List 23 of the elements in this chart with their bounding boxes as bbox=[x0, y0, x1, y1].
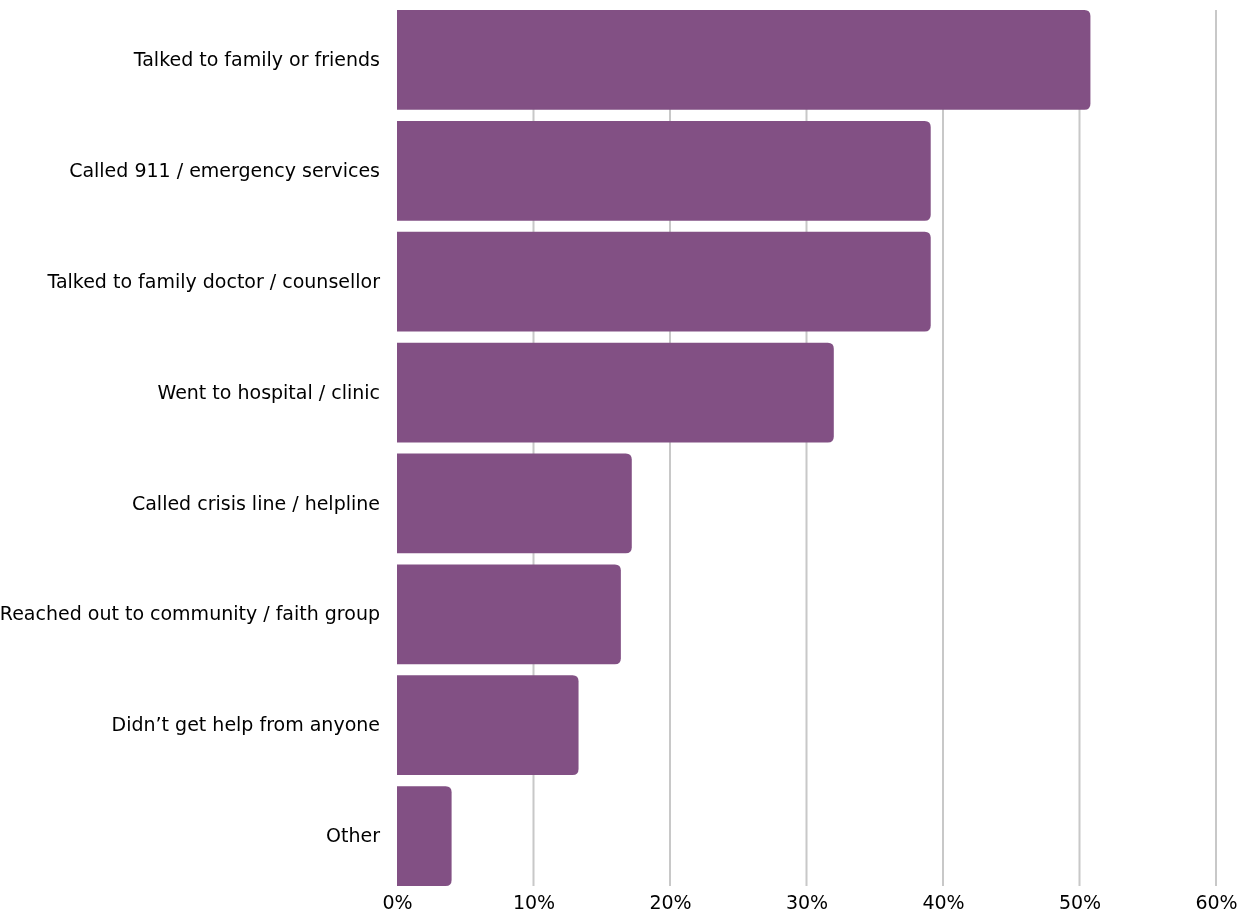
x-tick-label: 20% bbox=[649, 891, 692, 914]
x-tick-label: 60% bbox=[1195, 891, 1238, 914]
x-tick-label: 10% bbox=[512, 891, 556, 914]
bar bbox=[397, 564, 621, 665]
y-tick-label: Other bbox=[326, 824, 381, 847]
y-tick-label: Went to hospital / clinic bbox=[157, 380, 380, 403]
bar bbox=[397, 342, 834, 443]
bar bbox=[397, 786, 452, 886]
x-tick-label: 0% bbox=[382, 891, 413, 914]
y-tick-label: Didn’t get help from anyone bbox=[111, 713, 380, 736]
y-tick-label: Called 911 / emergency services bbox=[69, 158, 380, 181]
x-tick-label: 50% bbox=[1058, 891, 1102, 914]
x-tick-label: 40% bbox=[922, 891, 965, 914]
y-tick-label: Talked to family doctor / counsellor bbox=[46, 269, 381, 292]
y-tick-label: Talked to family or friends bbox=[132, 47, 380, 70]
y-tick-label: Called crisis line / helpline bbox=[131, 491, 380, 514]
bar bbox=[397, 453, 632, 554]
x-tick-label: 30% bbox=[785, 891, 829, 914]
y-tick-label: Reached out to community / faith group bbox=[0, 602, 380, 625]
bar bbox=[397, 231, 931, 332]
bar bbox=[397, 120, 931, 221]
bar bbox=[397, 10, 1091, 110]
bar bbox=[397, 675, 579, 776]
